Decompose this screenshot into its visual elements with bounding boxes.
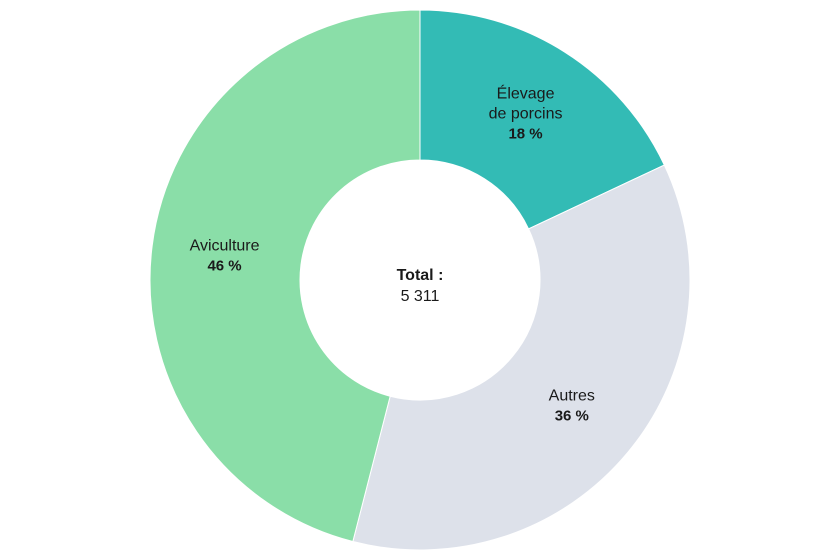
slice-0	[419, 9, 665, 230]
slice-2-label-line-0: Aviculture	[190, 237, 260, 254]
center-value: 5 311	[401, 288, 440, 305]
slice-0-label-line-1: de porcins	[489, 106, 563, 123]
slice-1-percent: 36 %	[555, 408, 589, 425]
slice-1	[352, 164, 691, 551]
slice-0-percent: 18 %	[508, 126, 542, 143]
slice-0-label-line-0: Élevage	[497, 84, 555, 103]
slices-group	[149, 9, 691, 551]
labels-group: Élevage de porcins 18 % Autres 36 % Avicultur…	[190, 84, 595, 425]
slice-2-percent: 46 %	[207, 257, 241, 274]
slice-1-label-line-0: Autres	[549, 388, 595, 405]
center-title: Total :	[397, 267, 444, 284]
slice-2	[149, 9, 421, 543]
